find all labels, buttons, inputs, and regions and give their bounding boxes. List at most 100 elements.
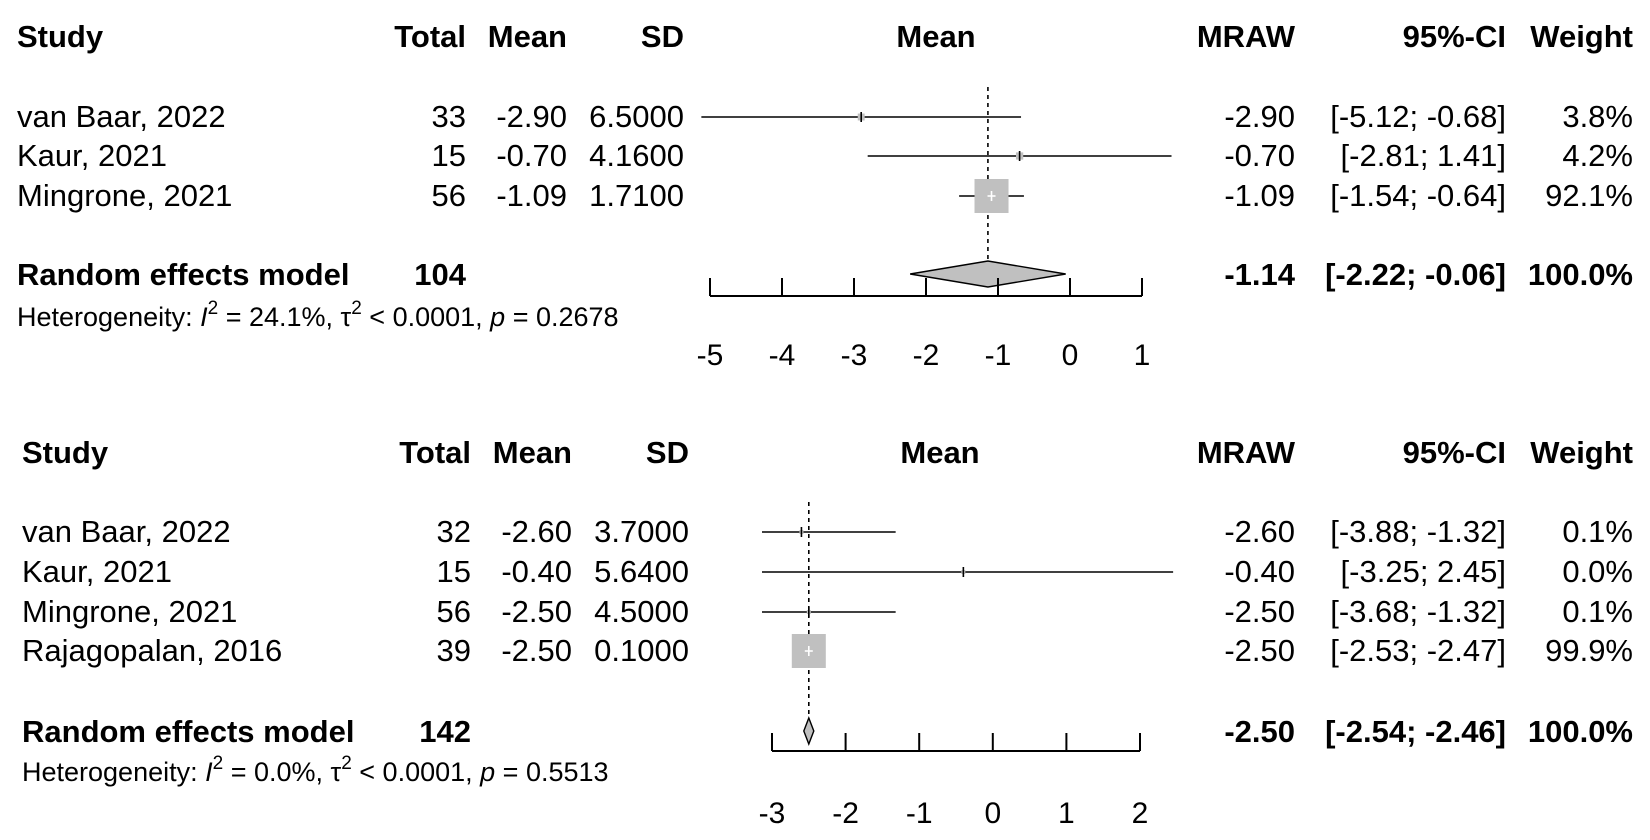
study-mean: -0.40: [501, 554, 572, 589]
study-ci: [-2.53; -2.47]: [1330, 633, 1506, 668]
study-total: 56: [432, 178, 466, 213]
pooled-weight: 100.0%: [1528, 714, 1633, 749]
study-sd: 3.7000: [594, 514, 689, 549]
study-mean: -2.90: [496, 99, 567, 134]
column-header: SD: [646, 435, 689, 470]
column-header: Mean: [900, 435, 979, 470]
study-sd: 5.6400: [594, 554, 689, 589]
study-mraw: -2.50: [1224, 633, 1295, 668]
column-header: Weight: [1530, 435, 1633, 470]
column-header: Weight: [1530, 19, 1633, 54]
study-total: 15: [432, 138, 466, 173]
superscript-2: 2: [341, 753, 352, 774]
study-sd: 1.7100: [589, 178, 684, 213]
study-mraw: -1.09: [1224, 178, 1295, 213]
pooled-mraw: -2.50: [1224, 714, 1295, 749]
forest-panel-1: Study Total Mean SD Mean MRAW 95%-CI Weight van …: [17, 19, 1633, 372]
study-name: Mingrone, 2021: [17, 178, 232, 213]
column-header: Study: [22, 435, 109, 470]
column-header: 95%-CI: [1403, 435, 1506, 470]
heterogeneity-text: Heterogeneity: I2 = 24.1%, τ2 < 0.0001, …: [17, 298, 619, 332]
forest-panel-2: Study Total Mean SD Mean MRAW 95%-CI Weight van …: [22, 435, 1633, 830]
study-sd: 6.5000: [589, 99, 684, 134]
x-tick-label: 1: [1058, 797, 1075, 830]
x-tick-label: -5: [697, 339, 724, 372]
pooled-ci: [-2.22; -0.06]: [1325, 257, 1506, 292]
study-mean: -2.50: [501, 594, 572, 629]
study-sd: 0.1000: [594, 633, 689, 668]
study-mean: -1.09: [496, 178, 567, 213]
study-weight: 4.2%: [1562, 138, 1633, 173]
heterogeneity-prefix: Heterogeneity:: [17, 302, 200, 332]
heterogeneity-i2-value: = 0.0%,: [223, 757, 330, 787]
heterogeneity-p-value: = 0.2678: [505, 302, 618, 332]
heterogeneity-p-value: = 0.5513: [495, 757, 608, 787]
study-mraw: -2.50: [1224, 594, 1295, 629]
pooled-mraw: -1.14: [1224, 257, 1295, 292]
x-tick-label: -3: [759, 797, 786, 830]
x-tick-label: -1: [906, 797, 933, 830]
study-weight: 0.1%: [1562, 514, 1633, 549]
heterogeneity-text: Heterogeneity: I2 = 0.0%, τ2 < 0.0001, p…: [22, 753, 609, 787]
study-mraw: -0.40: [1224, 554, 1295, 589]
heterogeneity-i2-value: = 24.1%,: [218, 302, 340, 332]
study-mean: -2.50: [501, 633, 572, 668]
study-ci: [-3.25; 2.45]: [1341, 554, 1506, 589]
column-header: Mean: [493, 435, 572, 470]
column-header: MRAW: [1197, 435, 1296, 470]
study-name: van Baar, 2022: [17, 99, 226, 134]
column-header: Total: [394, 19, 466, 54]
column-header: Study: [17, 19, 104, 54]
pooled-diamond: [910, 260, 1066, 288]
superscript-2: 2: [213, 753, 224, 774]
column-header: MRAW: [1197, 19, 1296, 54]
study-name: Rajagopalan, 2016: [22, 633, 282, 668]
x-tick-label: 0: [984, 797, 1001, 830]
heterogeneity-tau: τ: [331, 757, 342, 787]
study-mean: -0.70: [496, 138, 567, 173]
pooled-weight: 100.0%: [1528, 257, 1633, 292]
study-weight: 0.0%: [1562, 554, 1633, 589]
study-ci: [-3.68; -1.32]: [1330, 594, 1506, 629]
study-name: van Baar, 2022: [22, 514, 231, 549]
pooled-ci: [-2.54; -2.46]: [1325, 714, 1506, 749]
study-name: Kaur, 2021: [22, 554, 172, 589]
study-total: 33: [432, 99, 466, 134]
heterogeneity-p: p: [479, 757, 495, 787]
heterogeneity-i2: I: [200, 302, 208, 332]
pooled-label: Random effects model: [17, 257, 349, 292]
heterogeneity-tau: τ: [341, 302, 352, 332]
study-total: 32: [437, 514, 471, 549]
x-tick-label: -1: [985, 339, 1012, 372]
study-mraw: -2.90: [1224, 99, 1295, 134]
x-tick-label: 1: [1134, 339, 1151, 372]
heterogeneity-tau-value: < 0.0001,: [362, 302, 490, 332]
heterogeneity-tau-value: < 0.0001,: [352, 757, 480, 787]
study-total: 56: [437, 594, 471, 629]
x-tick-label: 0: [1062, 339, 1079, 372]
study-total: 39: [437, 633, 471, 668]
x-tick-label: -2: [832, 797, 859, 830]
study-ci: [-3.88; -1.32]: [1330, 514, 1506, 549]
pooled-label: Random effects model: [22, 714, 354, 749]
column-header: Mean: [896, 19, 975, 54]
superscript-2: 2: [351, 298, 362, 319]
column-header: SD: [641, 19, 684, 54]
superscript-2: 2: [208, 298, 219, 319]
heterogeneity-i2: I: [205, 757, 213, 787]
study-weight: 3.8%: [1562, 99, 1633, 134]
x-tick-label: 2: [1132, 797, 1149, 830]
study-ci: [-1.54; -0.64]: [1330, 178, 1506, 213]
study-ci: [-5.12; -0.68]: [1330, 99, 1506, 134]
study-mraw: -0.70: [1224, 138, 1295, 173]
study-weight: 99.9%: [1545, 633, 1633, 668]
study-ci: [-2.81; 1.41]: [1341, 138, 1506, 173]
x-tick-label: -2: [913, 339, 940, 372]
study-mraw: -2.60: [1224, 514, 1295, 549]
study-total: 15: [437, 554, 471, 589]
heterogeneity-p: p: [489, 302, 505, 332]
study-sd: 4.5000: [594, 594, 689, 629]
pooled-diamond: [803, 716, 815, 746]
study-mean: -2.60: [501, 514, 572, 549]
